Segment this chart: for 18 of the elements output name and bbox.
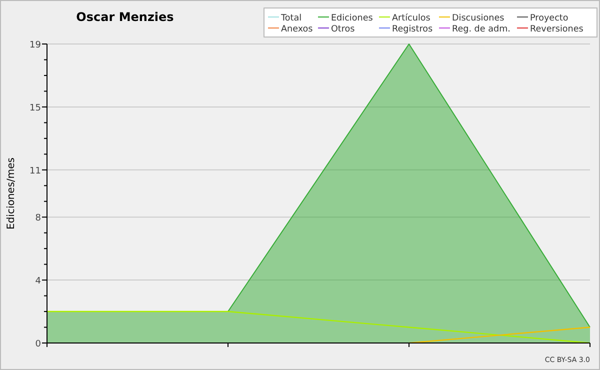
y-tick-label: 19 (30, 40, 42, 50)
y-tick-label: 8 (35, 214, 42, 224)
legend-label: Otros (331, 24, 356, 34)
y-tick-label: 11 (30, 166, 41, 176)
y-axis-title: Ediciones/mes (6, 157, 17, 230)
legend-label: Anexos (281, 24, 314, 34)
legend-label: Reversiones (530, 24, 584, 34)
legend-label: Reg. de adm. (452, 24, 510, 34)
y-tick-label: 15 (30, 103, 41, 114)
legend-label: Ediciones (331, 14, 374, 24)
chart-title: Oscar Menzies (76, 10, 174, 24)
legend-label: Proyecto (530, 14, 568, 24)
legend-label: Total (280, 14, 302, 24)
legend-label: Registros (392, 24, 433, 34)
y-tick-label: 0 (35, 340, 42, 350)
legend-label: Artículos (392, 12, 431, 24)
y-tick-label: 4 (35, 276, 42, 287)
legend-label: Discusiones (452, 14, 505, 24)
